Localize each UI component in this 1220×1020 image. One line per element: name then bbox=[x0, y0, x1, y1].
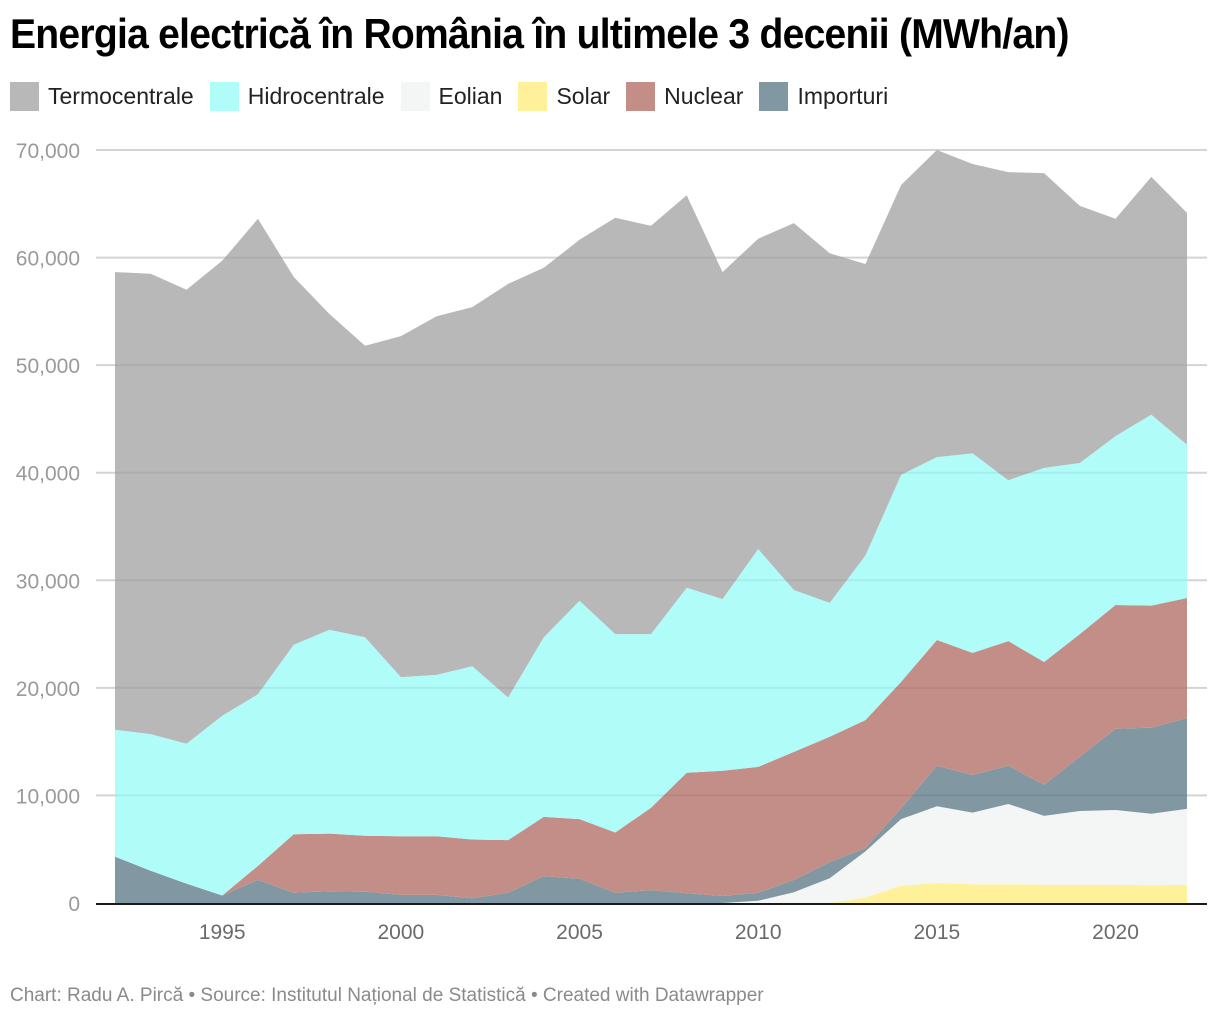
y-tick-label: 10,000 bbox=[16, 785, 80, 808]
areas bbox=[115, 150, 1187, 903]
x-tick-label: 2015 bbox=[914, 921, 961, 944]
chart-title: Energia electrică în România în ultimele… bbox=[10, 10, 1069, 57]
x-tick-label: 1995 bbox=[199, 921, 246, 944]
y-tick-label: 50,000 bbox=[16, 355, 80, 378]
legend-label-solar: Solar bbox=[556, 83, 611, 109]
legend-swatch-solar bbox=[518, 82, 548, 111]
legend-swatch-eolian bbox=[400, 82, 430, 111]
legend-item-nuclear: Nuclear bbox=[626, 82, 743, 111]
legend-item-eolian: Eolian bbox=[400, 82, 503, 111]
y-tick-label: 30,000 bbox=[16, 570, 80, 593]
y-tick-label: 0 bbox=[68, 893, 80, 916]
area-solar bbox=[115, 883, 1187, 903]
x-tick-label: 2005 bbox=[556, 921, 603, 944]
area-eolian bbox=[115, 804, 1187, 903]
y-axis-ticks: 0 10,000 20,000 30,000 40,000 50,000 60,000 70,… bbox=[16, 140, 80, 916]
x-tick-label: 2010 bbox=[735, 921, 782, 944]
footer-credits: Chart: Radu A. Pircă • Source: Institutu… bbox=[10, 985, 764, 1006]
y-tick-label: 60,000 bbox=[16, 248, 80, 271]
gridline-overlay bbox=[96, 149, 1207, 797]
legend-label-termocentrale: Termocentrale bbox=[48, 83, 194, 109]
legend-item-solar: Solar bbox=[518, 82, 610, 111]
area-nuclear bbox=[115, 598, 1187, 899]
area-importuri bbox=[115, 718, 1187, 903]
legend: Termocentrale Hidrocentrale Eolian Solar… bbox=[10, 82, 904, 111]
legend-swatch-importuri bbox=[759, 82, 789, 111]
legend-label-hidrocentrale: Hidrocentrale bbox=[247, 83, 385, 109]
x-tick-label: 2000 bbox=[378, 921, 425, 944]
legend-swatch-hidrocentrale bbox=[209, 82, 239, 111]
area-hidrocentrale bbox=[115, 414, 1187, 896]
legend-item-hidrocentrale: Hidrocentrale bbox=[209, 82, 385, 111]
y-tick-label: 20,000 bbox=[16, 678, 80, 701]
legend-swatch-termocentrale bbox=[10, 82, 39, 111]
legend-item-termocentrale: Termocentrale bbox=[10, 82, 194, 111]
legend-label-nuclear: Nuclear bbox=[664, 83, 744, 109]
legend-label-eolian: Eolian bbox=[438, 83, 503, 109]
stacked-area-chart: 0 10,000 20,000 30,000 40,000 50,000 60,000 70,… bbox=[16, 140, 1207, 944]
x-tick-label: 2020 bbox=[1092, 921, 1139, 944]
y-tick-label: 70,000 bbox=[16, 140, 80, 163]
y-tick-label: 40,000 bbox=[16, 463, 80, 486]
area-termocentrale bbox=[115, 150, 1187, 744]
x-axis-ticks: 1995 2000 2005 2010 2015 2020 bbox=[199, 921, 1139, 944]
legend-label-importuri: Importuri bbox=[797, 83, 889, 109]
legend-item-importuri: Importuri bbox=[759, 82, 888, 111]
legend-swatch-nuclear bbox=[626, 82, 656, 111]
